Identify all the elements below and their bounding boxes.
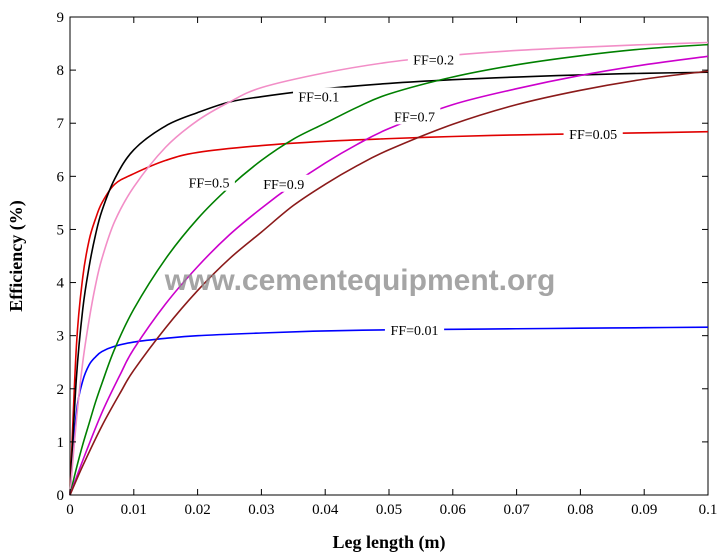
x-tick-label: 0.1 [699, 502, 718, 518]
y-axis-title: Efficiency (%) [6, 200, 27, 311]
x-tick-label: 0.06 [440, 502, 467, 518]
y-tick-label: 9 [57, 10, 65, 26]
x-tick-label: 0.05 [376, 502, 402, 518]
y-tick-label: 2 [57, 382, 65, 398]
x-tick-label: 0.04 [312, 502, 339, 518]
x-tick-label: 0.07 [503, 502, 530, 518]
y-tick-label: 0 [57, 488, 65, 504]
y-tick-label: 7 [57, 116, 65, 132]
series-label-ff-0-1: FF=0.1 [298, 91, 339, 106]
plot-area [69, 16, 709, 496]
x-tick-label: 0.09 [631, 502, 657, 518]
x-tick-label: 0.01 [121, 502, 147, 518]
series-line-ff-0-2 [69, 41, 709, 496]
series-label-bg [388, 107, 441, 125]
y-tick-label: 5 [57, 222, 65, 238]
series-label-bg [257, 174, 310, 192]
series-label-ff-0-5: FF=0.5 [189, 177, 230, 192]
series-label-bg [293, 87, 345, 105]
series-label-ff-0-01: FF=0.01 [391, 324, 439, 339]
x-tick-label: 0 [66, 502, 74, 518]
y-tick-label: 6 [57, 169, 65, 185]
series-label-bg [183, 173, 235, 191]
series-line-ff-0-05 [69, 130, 709, 496]
series-line-ff-0-01 [69, 326, 709, 496]
x-tick-label: 0.02 [184, 502, 210, 518]
y-tick-label: 3 [57, 329, 65, 345]
series-line-ff-0-1 [69, 71, 709, 496]
series-line-ff-0-9 [69, 70, 709, 496]
series-label-bg [384, 320, 445, 338]
y-tick-label: 1 [57, 435, 65, 451]
x-tick-label: 0.08 [567, 502, 593, 518]
series-label-ff-0-7: FF=0.7 [394, 110, 435, 125]
series-label-ff-0-9: FF=0.9 [263, 178, 304, 193]
series-label-ff-0-2: FF=0.2 [413, 53, 454, 68]
series-label-bg [407, 50, 460, 68]
y-tick-label: 4 [57, 276, 65, 292]
series-label-bg [563, 124, 623, 142]
watermark-text: www.cementequipment.org [164, 264, 556, 297]
y-tick-label: 8 [57, 63, 65, 79]
series-label-ff-0-05: FF=0.05 [569, 128, 617, 143]
x-tick-label: 0.03 [248, 502, 274, 518]
x-axis-title: Leg length (m) [333, 532, 446, 553]
